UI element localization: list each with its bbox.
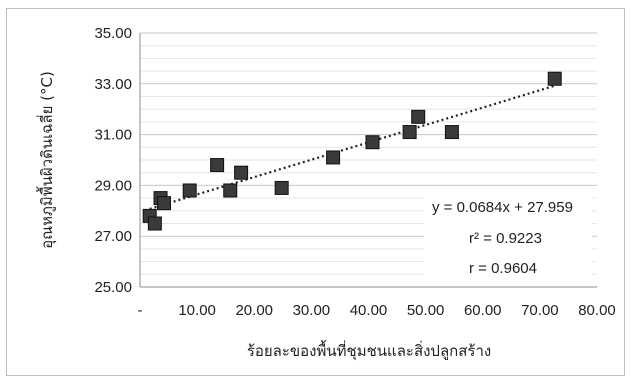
trendline [149,84,556,210]
data-point [402,125,417,140]
y-tick-label: 31.00 [94,127,132,144]
data-point [547,71,562,86]
x-tick-label: 30.00 [293,302,331,319]
data-point [147,216,162,231]
y-axis-title: อุณหภูมิพื้นผิวดินเฉลี่ย (°C) [36,71,57,249]
y-tick-label: 29.00 [94,177,132,194]
r-squared-label: r² = 0.9223 [469,230,542,247]
data-point [274,180,289,195]
data-point [444,125,459,140]
x-axis-title: ร้อยละของพื้นที่ชุมชนและสิ่งปลูกสร้าง [247,340,491,361]
x-tick-label: 60.00 [464,302,502,319]
data-point [326,150,341,165]
data-point [411,109,426,124]
y-tick-label: 35.00 [94,25,132,42]
data-point [365,135,380,150]
y-tick-label: 33.00 [94,76,132,93]
x-tick-label: 80.00 [578,302,616,319]
y-tick-label: 27.00 [94,228,132,245]
x-tick-label: 10.00 [178,302,216,319]
y-tick-label: 25.00 [94,279,132,296]
data-point [156,196,171,211]
r-label: r = 0.9604 [469,260,537,277]
x-tick-label: 70.00 [521,302,559,319]
data-point [182,183,197,198]
data-point [210,158,225,173]
x-tick-label: 20.00 [235,302,273,319]
data-point [234,165,249,180]
x-tick-label: 40.00 [350,302,388,319]
x-tick-labels: - 10.00 20.00 30.00 40.00 50.00 60.00 70.00 80.0… [138,302,616,319]
x-tick-label: - [138,302,143,319]
data-points [142,71,562,231]
y-tick-labels: 25.00 27.00 29.00 31.00 33.00 35.00 [94,25,132,296]
data-point [223,183,238,198]
equation-label: y = 0.0684x + 27.959 [432,199,573,216]
equation-box [424,192,592,284]
x-tick-label: 50.00 [407,302,445,319]
axes [139,33,597,288]
